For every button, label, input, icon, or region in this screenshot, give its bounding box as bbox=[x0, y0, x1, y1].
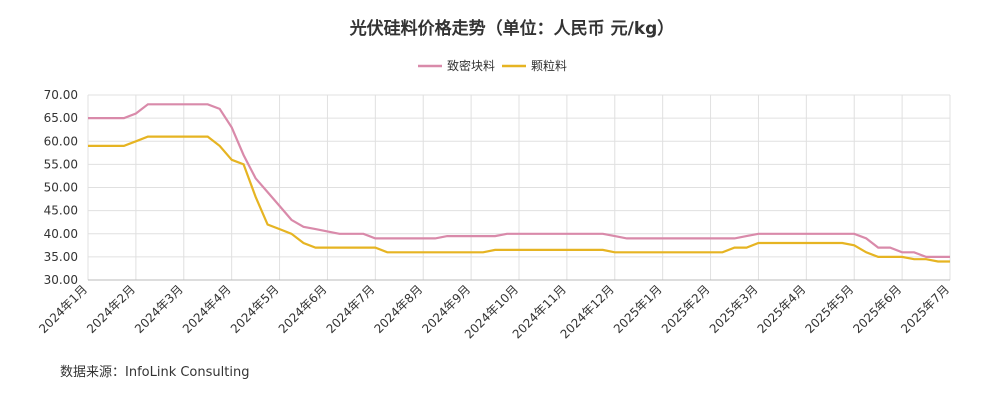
y-tick-label: 35.00 bbox=[44, 250, 78, 264]
source-note: 数据来源：InfoLink Consulting bbox=[60, 365, 249, 380]
x-tick-label: 2024年7月 bbox=[324, 282, 378, 336]
x-tick-label: 2024年4月 bbox=[180, 282, 234, 336]
x-tick-label: 2024年3月 bbox=[132, 282, 186, 336]
y-tick-label: 55.00 bbox=[44, 157, 78, 171]
x-tick-label: 2024年1月 bbox=[36, 282, 90, 336]
chart-title: 光伏硅料价格走势（单位：人民币 元/kg） bbox=[349, 18, 675, 39]
x-tick-label: 2024年6月 bbox=[276, 282, 330, 336]
x-tick-label: 2025年7月 bbox=[898, 282, 952, 336]
y-tick-label: 30.00 bbox=[44, 273, 78, 287]
x-tick-label: 2024年2月 bbox=[84, 282, 138, 336]
x-tick-label: 2025年5月 bbox=[802, 282, 856, 336]
legend-label: 颗粒料 bbox=[531, 58, 567, 73]
y-tick-label: 70.00 bbox=[44, 88, 78, 102]
x-tick-label: 2025年6月 bbox=[850, 282, 904, 336]
y-tick-label: 45.00 bbox=[44, 204, 78, 218]
legend-label: 致密块料 bbox=[447, 58, 495, 73]
series-line bbox=[88, 103, 950, 258]
y-tick-label: 60.00 bbox=[44, 134, 78, 148]
x-tick-label: 2025年1月 bbox=[611, 282, 665, 336]
y-tick-label: 50.00 bbox=[44, 181, 78, 195]
x-tick-label: 2025年2月 bbox=[659, 282, 713, 336]
series-line bbox=[88, 135, 950, 263]
x-tick-label: 2025年3月 bbox=[707, 282, 761, 336]
y-tick-label: 65.00 bbox=[44, 111, 78, 125]
x-tick-label: 2024年5月 bbox=[228, 282, 282, 336]
x-tick-label: 2024年8月 bbox=[371, 282, 425, 336]
y-tick-label: 40.00 bbox=[44, 227, 78, 241]
x-tick-label: 2025年4月 bbox=[755, 282, 809, 336]
